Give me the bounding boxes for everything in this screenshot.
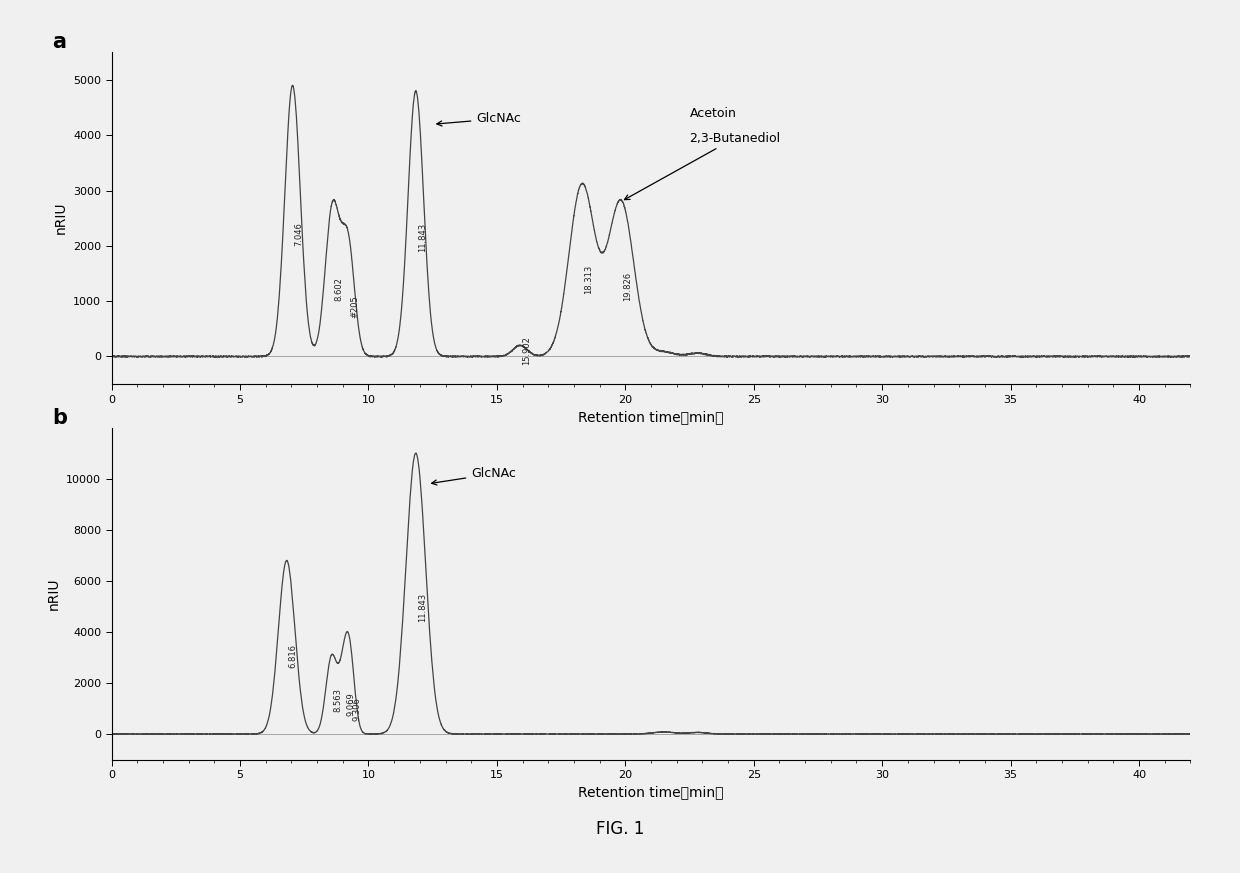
Text: 11.843: 11.843 bbox=[418, 593, 427, 622]
Text: 7.046: 7.046 bbox=[295, 223, 304, 246]
Text: Acetoin: Acetoin bbox=[689, 107, 737, 120]
Text: 6.816: 6.816 bbox=[289, 644, 298, 668]
Text: 9.306: 9.306 bbox=[352, 697, 362, 721]
X-axis label: Retention time（min）: Retention time（min） bbox=[578, 786, 724, 800]
Y-axis label: nRIU: nRIU bbox=[47, 577, 61, 610]
Text: 11.843: 11.843 bbox=[418, 223, 427, 251]
Text: 2,3-Butanediol: 2,3-Butanediol bbox=[625, 132, 781, 200]
X-axis label: Retention time（min）: Retention time（min） bbox=[578, 410, 724, 424]
Text: 8.563: 8.563 bbox=[334, 688, 342, 711]
Text: 19.826: 19.826 bbox=[622, 272, 632, 301]
Text: 8.602: 8.602 bbox=[335, 278, 343, 301]
Text: b: b bbox=[52, 408, 67, 428]
Text: 15.902: 15.902 bbox=[522, 336, 531, 366]
Text: GlcNAc: GlcNAc bbox=[436, 113, 521, 126]
Text: a: a bbox=[52, 32, 66, 52]
Text: 9.069: 9.069 bbox=[347, 692, 356, 716]
Text: 18.313: 18.313 bbox=[584, 265, 593, 294]
Text: FIG. 1: FIG. 1 bbox=[595, 821, 645, 838]
Text: GlcNAc: GlcNAc bbox=[432, 467, 516, 485]
Y-axis label: nRIU: nRIU bbox=[53, 202, 67, 235]
Text: #205: #205 bbox=[350, 295, 360, 318]
